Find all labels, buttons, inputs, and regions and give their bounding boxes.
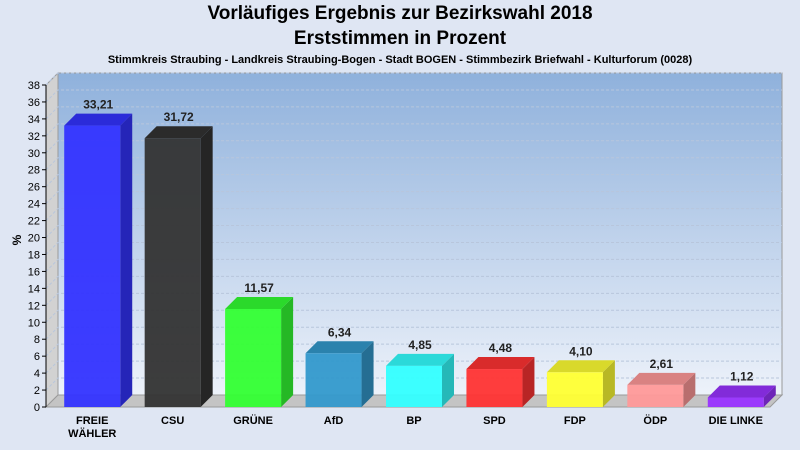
category-label: FDP <box>564 415 586 427</box>
data-label: 11,57 <box>244 281 274 295</box>
bar-side <box>200 126 213 408</box>
gridline <box>45 106 782 120</box>
y-tick-label: 10 <box>28 317 40 329</box>
data-label: 4,48 <box>489 341 513 355</box>
bar-side <box>602 360 615 407</box>
y-tick-label: 16 <box>28 266 40 278</box>
gridline <box>45 72 782 86</box>
category-label: ÖDP <box>643 414 667 427</box>
gridline <box>45 225 782 238</box>
y-tick-label: 0 <box>34 402 40 414</box>
data-label: 1,12 <box>730 370 754 384</box>
bar-side <box>683 372 696 407</box>
category-label: BP <box>406 415 421 427</box>
category-label: SPD <box>483 415 506 427</box>
y-tick-label: 2 <box>34 385 40 397</box>
y-tick-label: 24 <box>28 199 40 211</box>
bar-side <box>763 385 776 407</box>
bar-top <box>225 296 294 309</box>
y-tick-label: 32 <box>28 131 40 143</box>
bar-side <box>281 296 294 407</box>
gridline <box>45 343 782 357</box>
data-label: 4,10 <box>569 344 593 358</box>
bar <box>707 397 764 407</box>
bar-side <box>522 357 535 407</box>
gridline <box>45 309 782 323</box>
bar <box>627 384 684 407</box>
gridline <box>45 275 782 289</box>
bar <box>386 365 442 407</box>
category-label: CSU <box>161 415 184 427</box>
bar-top <box>144 126 213 139</box>
chart-subtitle: Erststimmen in Prozent <box>293 28 507 49</box>
gridline <box>45 258 782 272</box>
bar-top <box>707 385 776 398</box>
y-axis-label: % <box>10 234 24 245</box>
bar-side <box>361 341 374 407</box>
bar-side <box>442 353 454 407</box>
bar <box>305 353 362 407</box>
y-tick-label: 38 <box>28 80 40 92</box>
data-label: 2,61 <box>650 357 674 371</box>
data-label: 31,72 <box>164 110 194 124</box>
y-tick-label: 12 <box>28 300 40 312</box>
gridline <box>45 157 782 171</box>
bar-top <box>546 360 615 373</box>
bar-side <box>120 113 133 408</box>
bar-top <box>386 353 454 366</box>
gridline <box>45 123 782 137</box>
gridline <box>45 292 782 306</box>
chart-title: Vorläufiges Ergebnis zur Bezirkswahl 201… <box>207 3 593 24</box>
y-tick-label: 26 <box>28 182 40 194</box>
y-tick-label: 30 <box>28 148 40 160</box>
gridline <box>45 140 782 154</box>
bar <box>466 369 523 407</box>
bar-top <box>466 357 535 370</box>
bar <box>64 125 121 407</box>
y-tick-label: 14 <box>28 283 40 295</box>
y-tick-label: 6 <box>34 351 40 363</box>
y-tick-label: 8 <box>34 334 40 346</box>
y-tick-label: 20 <box>28 233 40 245</box>
bar <box>225 308 282 407</box>
category-label: DIE LINKE <box>709 415 763 427</box>
data-label: 6,34 <box>328 325 352 339</box>
bar-top <box>627 372 696 385</box>
gridline <box>45 208 782 221</box>
category-label: AfD <box>324 415 344 427</box>
y-tick-label: 28 <box>28 165 40 177</box>
bar-top <box>305 341 374 354</box>
y-tick-label: 36 <box>28 97 40 109</box>
gridline <box>45 89 782 103</box>
gridline <box>45 377 782 391</box>
y-tick-label: 18 <box>28 249 40 261</box>
category-label: GRÜNE <box>233 414 273 427</box>
gridline <box>45 241 782 255</box>
category-label: WÄHLER <box>68 427 116 440</box>
y-tick-label: 34 <box>28 114 40 126</box>
bar-top <box>64 113 133 126</box>
data-label: 4,85 <box>408 338 432 352</box>
y-tick-label: 22 <box>28 216 40 228</box>
gridline <box>45 360 782 374</box>
category-label: FREIE <box>76 415 108 427</box>
chart-caption: Stimmkreis Straubing - Landkreis Straubi… <box>107 54 693 66</box>
gridline <box>45 191 782 204</box>
gridline <box>45 326 782 340</box>
plot-side-wall <box>45 71 59 409</box>
bar <box>546 372 603 407</box>
gridline <box>45 174 782 188</box>
y-tick-label: 4 <box>34 368 40 380</box>
data-label: 33,21 <box>83 98 113 112</box>
bar <box>144 138 201 408</box>
